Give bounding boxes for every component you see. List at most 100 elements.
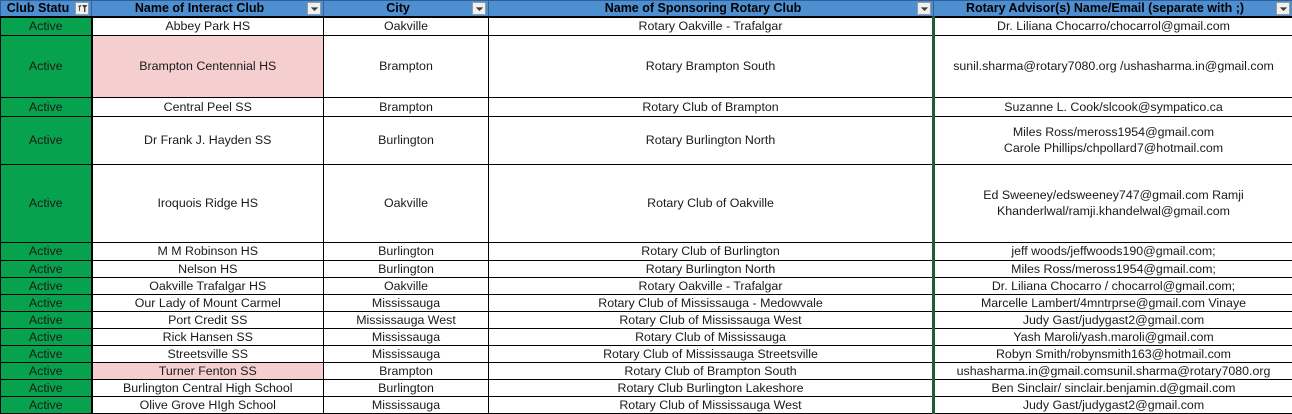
column-header-club-status[interactable]: Club Statu: [1, 1, 92, 18]
cell-club-status[interactable]: Active: [1, 379, 92, 396]
cell-interact-club[interactable]: Iroquois Ridge HS: [92, 164, 324, 242]
cell-club-status[interactable]: Active: [1, 294, 92, 311]
cell-city[interactable]: Brampton: [324, 97, 489, 116]
cell-rotary-advisor[interactable]: Yash Maroli/yash.maroli@gmail.com: [934, 328, 1292, 345]
cell-city[interactable]: Burlington: [324, 116, 489, 164]
cell-sponsoring-rotary-club[interactable]: Rotary Club of Mississauga - Medowvale: [489, 294, 934, 311]
cell-city[interactable]: Mississauga West: [324, 311, 489, 328]
cell-interact-club[interactable]: Oakville Trafalgar HS: [92, 277, 324, 294]
cell-club-status[interactable]: Active: [1, 396, 92, 413]
cell-rotary-advisor[interactable]: Robyn Smith/robynsmith163@hotmail.com: [934, 345, 1292, 362]
cell-sponsoring-rotary-club[interactable]: Rotary Burlington North: [489, 260, 934, 277]
cell-city[interactable]: Burlington: [324, 260, 489, 277]
cell-sponsoring-rotary-club[interactable]: Rotary Burlington North: [489, 116, 934, 164]
column-header-interact-club[interactable]: Name of Interact Club: [92, 1, 324, 18]
cell-city[interactable]: Mississauga: [324, 294, 489, 311]
column-header-sponsoring-rotary-club[interactable]: Name of Sponsoring Rotary Club: [489, 1, 934, 18]
cell-rotary-advisor[interactable]: jeff woods/jeffwoods190@gmail.com;: [934, 242, 1292, 260]
chevron-down-icon[interactable]: [472, 2, 486, 15]
cell-interact-club[interactable]: Our Lady of Mount Carmel: [92, 294, 324, 311]
column-header-city[interactable]: City: [324, 1, 489, 18]
cell-sponsoring-rotary-club[interactable]: Rotary Club of Mississauga West: [489, 396, 934, 413]
cell-club-status[interactable]: Active: [1, 35, 92, 97]
cell-rotary-advisor[interactable]: Ed Sweeney/edsweeney747@gmail.com Ramji …: [934, 164, 1292, 242]
cell-sponsoring-rotary-club[interactable]: Rotary Club of Burlington: [489, 242, 934, 260]
cell-interact-club[interactable]: Olive Grove HIgh School: [92, 396, 324, 413]
cell-interact-club[interactable]: Turner Fenton SS: [92, 362, 324, 379]
cell-rotary-advisor[interactable]: Suzanne L. Cook/slcook@sympatico.ca: [934, 97, 1292, 116]
cell-club-status[interactable]: Active: [1, 164, 92, 242]
cell-city[interactable]: Mississauga: [324, 345, 489, 362]
cell-city[interactable]: Burlington: [324, 379, 489, 396]
cell-club-status[interactable]: Active: [1, 362, 92, 379]
cell-rotary-advisor[interactable]: Judy Gast/judygast2@gmail.com: [934, 311, 1292, 328]
cell-club-status[interactable]: Active: [1, 260, 92, 277]
cell-city[interactable]: Brampton: [324, 362, 489, 379]
chevron-down-icon[interactable]: [917, 2, 931, 15]
cell-sponsoring-rotary-club[interactable]: Rotary Club of Oakville: [489, 164, 934, 242]
cell-sponsoring-rotary-club[interactable]: Rotary Brampton South: [489, 35, 934, 97]
cell-rotary-advisor[interactable]: Marcelle Lambert/4mntrprse@gmail.com Vin…: [934, 294, 1292, 311]
cell-city[interactable]: Burlington: [324, 242, 489, 260]
cell-sponsoring-rotary-club[interactable]: Rotary Oakville - Trafalgar: [489, 17, 934, 35]
cell-club-status[interactable]: Active: [1, 277, 92, 294]
column-header-rotary-advisor[interactable]: Rotary Advisor(s) Name/Email (separate w…: [934, 1, 1292, 18]
cell-club-status[interactable]: Active: [1, 97, 92, 116]
cell-club-status[interactable]: Active: [1, 242, 92, 260]
cell-interact-club[interactable]: M M Robinson HS: [92, 242, 324, 260]
cell-rotary-advisor[interactable]: sunil.sharma@rotary7080.org /ushasharma.…: [934, 35, 1292, 97]
chevron-down-icon[interactable]: [307, 2, 321, 15]
cell-interact-club[interactable]: Streetsville SS: [92, 345, 324, 362]
cell-interact-club[interactable]: Dr Frank J. Hayden SS: [92, 116, 324, 164]
cell-sponsoring-rotary-club[interactable]: Rotary Club Burlington Lakeshore: [489, 379, 934, 396]
cell-sponsoring-rotary-club[interactable]: Rotary Club of Mississauga West: [489, 311, 934, 328]
cell-interact-club[interactable]: Central Peel SS: [92, 97, 324, 116]
cell-city[interactable]: Oakville: [324, 277, 489, 294]
cell-rotary-advisor[interactable]: Dr. Liliana Chocarro/chocarrol@gmail.com: [934, 17, 1292, 35]
cell-city[interactable]: Mississauga: [324, 328, 489, 345]
chevron-down-icon[interactable]: [1276, 2, 1290, 15]
cell-interact-club[interactable]: Brampton Centennial HS: [92, 35, 324, 97]
cell-rotary-advisor[interactable]: Miles Ross/meross1954@gmail.com Carole P…: [934, 116, 1292, 164]
cell-interact-club[interactable]: Rick Hansen SS: [92, 328, 324, 345]
cell-club-status[interactable]: Active: [1, 345, 92, 362]
cell-interact-club[interactable]: Abbey Park HS: [92, 17, 324, 35]
cell-rotary-advisor[interactable]: Judy Gast/judygast2@gmail.com: [934, 396, 1292, 413]
cell-club-status[interactable]: Active: [1, 328, 92, 345]
cell-city[interactable]: Oakville: [324, 164, 489, 242]
cell-club-status[interactable]: Active: [1, 17, 92, 35]
cell-club-status[interactable]: Active: [1, 311, 92, 328]
cell-city[interactable]: Mississauga: [324, 396, 489, 413]
filter-active-icon[interactable]: [75, 2, 89, 15]
cell-sponsoring-rotary-club[interactable]: Rotary Club of Mississauga Streetsville: [489, 345, 934, 362]
cell-rotary-advisor[interactable]: Dr. Liliana Chocarro / chocarrol@gmail.c…: [934, 277, 1292, 294]
cell-interact-club[interactable]: Nelson HS: [92, 260, 324, 277]
cell-rotary-advisor[interactable]: Miles Ross/meross1954@gmail.com;: [934, 260, 1292, 277]
cell-sponsoring-rotary-club[interactable]: Rotary Club of Brampton South: [489, 362, 934, 379]
cell-rotary-advisor[interactable]: Ben Sinclair/ sinclair.benjamin.d@gmail.…: [934, 379, 1292, 396]
cell-sponsoring-rotary-club[interactable]: Rotary Club of Brampton: [489, 97, 934, 116]
cell-sponsoring-rotary-club[interactable]: Rotary Oakville - Trafalgar: [489, 277, 934, 294]
cell-club-status[interactable]: Active: [1, 116, 92, 164]
cell-sponsoring-rotary-club[interactable]: Rotary Club of Mississauga: [489, 328, 934, 345]
cell-rotary-advisor[interactable]: ushasharma.in@gmail.comsunil.sharma@rota…: [934, 362, 1292, 379]
cell-interact-club[interactable]: Burlington Central High School: [92, 379, 324, 396]
cell-interact-club[interactable]: Port Credit SS: [92, 311, 324, 328]
cell-city[interactable]: Oakville: [324, 17, 489, 35]
cell-city[interactable]: Brampton: [324, 35, 489, 97]
